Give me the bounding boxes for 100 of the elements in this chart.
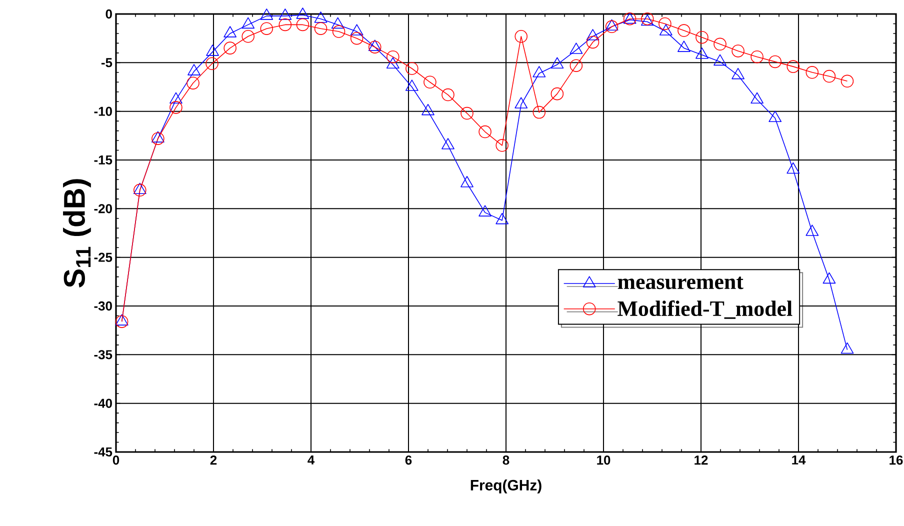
x-tick-label: 0 [112,456,120,465]
y-axis-title: S$_{11}$ (dB) [63,179,91,288]
point [206,44,219,56]
point [224,26,237,38]
point [350,32,364,45]
point [750,50,764,64]
point [134,184,146,197]
point [386,50,400,64]
point [151,131,164,142]
point [350,24,364,36]
point [478,205,492,216]
point [115,314,128,326]
point [732,44,744,58]
point [550,87,564,100]
y-tick-label: -25 [94,252,112,262]
point [260,22,274,35]
y-tick-label: -45 [94,447,112,457]
point [514,30,528,43]
x-tick-label: 10 [597,456,610,465]
point [405,80,418,91]
point [422,104,434,116]
point [570,59,583,72]
point [605,19,618,31]
point [442,138,454,150]
legend-label: Modified-T_model [618,300,792,319]
point [750,92,764,104]
point [224,42,236,54]
point [442,88,454,102]
point [133,182,146,194]
point [659,24,672,36]
x-tick-label: 12 [694,456,708,465]
point [678,24,690,37]
point [840,342,854,354]
point [586,29,600,40]
point [732,68,744,80]
point [586,36,600,49]
point [206,57,218,70]
point [532,66,546,78]
y-tick-label: -5 [101,58,112,68]
point [514,97,528,108]
point [460,176,474,188]
point [605,20,618,34]
point [550,57,564,68]
point [768,110,782,122]
point [678,40,690,52]
point [478,125,492,138]
point [806,224,819,236]
point [714,54,726,66]
point [786,162,800,174]
point [314,22,328,35]
point [260,8,274,20]
x-tick-label: 2 [210,456,217,465]
point [822,70,836,83]
y-tick-label: -10 [94,106,112,116]
y-tick-label: -35 [94,350,112,360]
y-tick-label: 0 [106,9,112,19]
point [570,42,583,54]
point [696,48,708,59]
y-tick-label: -40 [94,398,112,408]
point [332,25,346,38]
y-tick-label: -20 [94,204,112,214]
point [368,40,382,54]
point [278,18,292,32]
point [696,30,708,44]
legend-label: measurement [618,276,744,290]
point [188,64,200,76]
point [278,8,292,20]
point [242,17,255,29]
point [296,18,310,32]
point [768,55,782,68]
point [386,57,400,68]
point [368,40,382,51]
y-tick-label: -15 [94,155,112,165]
x-tick-label: 16 [890,456,903,465]
x-tick-label: 14 [792,456,806,464]
point [424,76,436,89]
x-tick-label: 4 [308,456,315,464]
point [658,17,672,30]
point [822,272,836,284]
point [170,101,182,114]
point [806,66,819,79]
x-tick-label: 8 [502,456,510,465]
x-axis-title: Freq(GHz) [470,480,542,494]
point [242,30,254,43]
point [496,139,508,152]
point [460,106,474,120]
point [532,106,546,119]
point [786,60,800,73]
point [406,62,418,75]
point [840,74,854,88]
point [170,92,182,104]
point [186,76,200,90]
point [496,212,509,224]
point [331,17,344,29]
point [152,132,164,145]
point [714,38,726,51]
y-tick-label: -30 [94,301,112,311]
point [314,11,328,23]
point [296,8,310,19]
x-tick-label: 6 [405,456,412,465]
